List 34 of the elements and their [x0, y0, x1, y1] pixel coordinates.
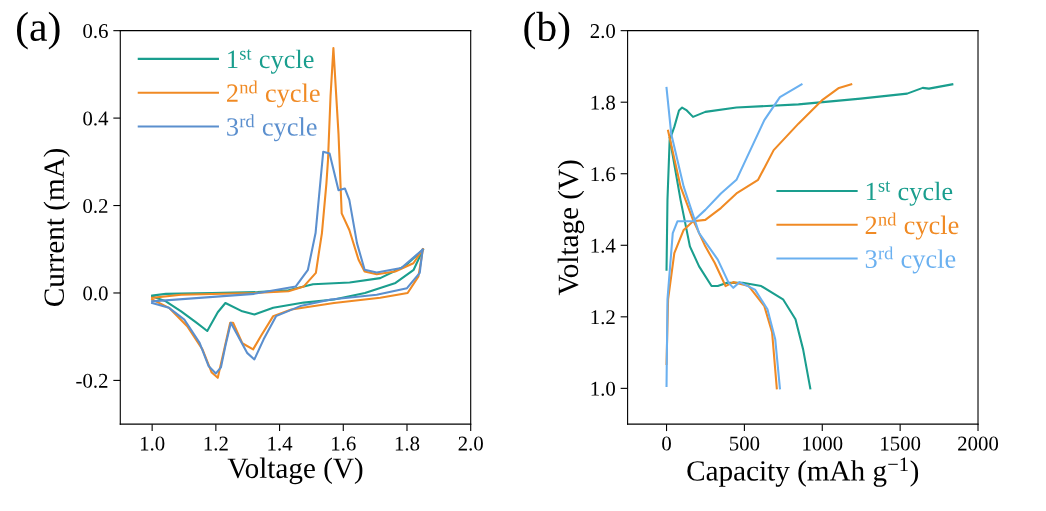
y-tick-label: 2.0: [590, 24, 615, 39]
text: (a): [17, 11, 60, 50]
x-tick-label: 0: [662, 436, 671, 451]
y-tick-label: 0.0: [83, 286, 108, 301]
x-tick-label: 1.2: [204, 436, 228, 451]
x-axis-title: Voltage (V): [227, 457, 363, 485]
x-tick-label: 500: [729, 436, 760, 451]
x-tick-label: 1.8: [395, 436, 420, 451]
x-axis-title: Capacity (mAh g$^{−1}$): [687, 457, 919, 487]
y-axis-title: Current (mA): [43, 148, 70, 306]
y-tick-label: 0.6: [83, 24, 108, 39]
y-axis-title: Voltage (V): [557, 160, 585, 296]
x-tick-label: 1000: [803, 436, 843, 451]
text: (b): [524, 11, 570, 50]
y-tick-label: 1.0: [591, 381, 615, 396]
x-tick-label: 1.0: [140, 436, 165, 451]
y-tick-label: 1.6: [591, 167, 616, 182]
y-tick-label: 0.2: [83, 198, 108, 214]
legend-label: 1$^{st}$ cycle: [228, 49, 314, 74]
x-tick-label: 2000: [958, 436, 999, 451]
legend-label: 2$^{nd}$ cycle: [227, 80, 320, 108]
x-tick-label: 1500: [881, 436, 921, 451]
legend-label: 2$^{nd}$ cycle: [865, 212, 959, 240]
y-tick-label: 1.8: [591, 95, 615, 110]
y-tick-label: 1.4: [591, 238, 616, 253]
x-tick-label: 1.4: [268, 436, 293, 451]
legend-label: 1$^{st}$ cycle: [866, 181, 953, 206]
y-tick-label: 0.4: [83, 111, 109, 126]
x-tick-label: 2.0: [458, 436, 483, 451]
legend-label: 3$^{rd}$ cycle: [865, 246, 956, 274]
y-tick-label: 1.2: [591, 310, 615, 325]
y-tick-label: -0.2: [76, 373, 108, 388]
legend-label: 3$^{rd}$ cycle: [227, 114, 317, 142]
x-tick-label: 1.6: [332, 436, 356, 451]
